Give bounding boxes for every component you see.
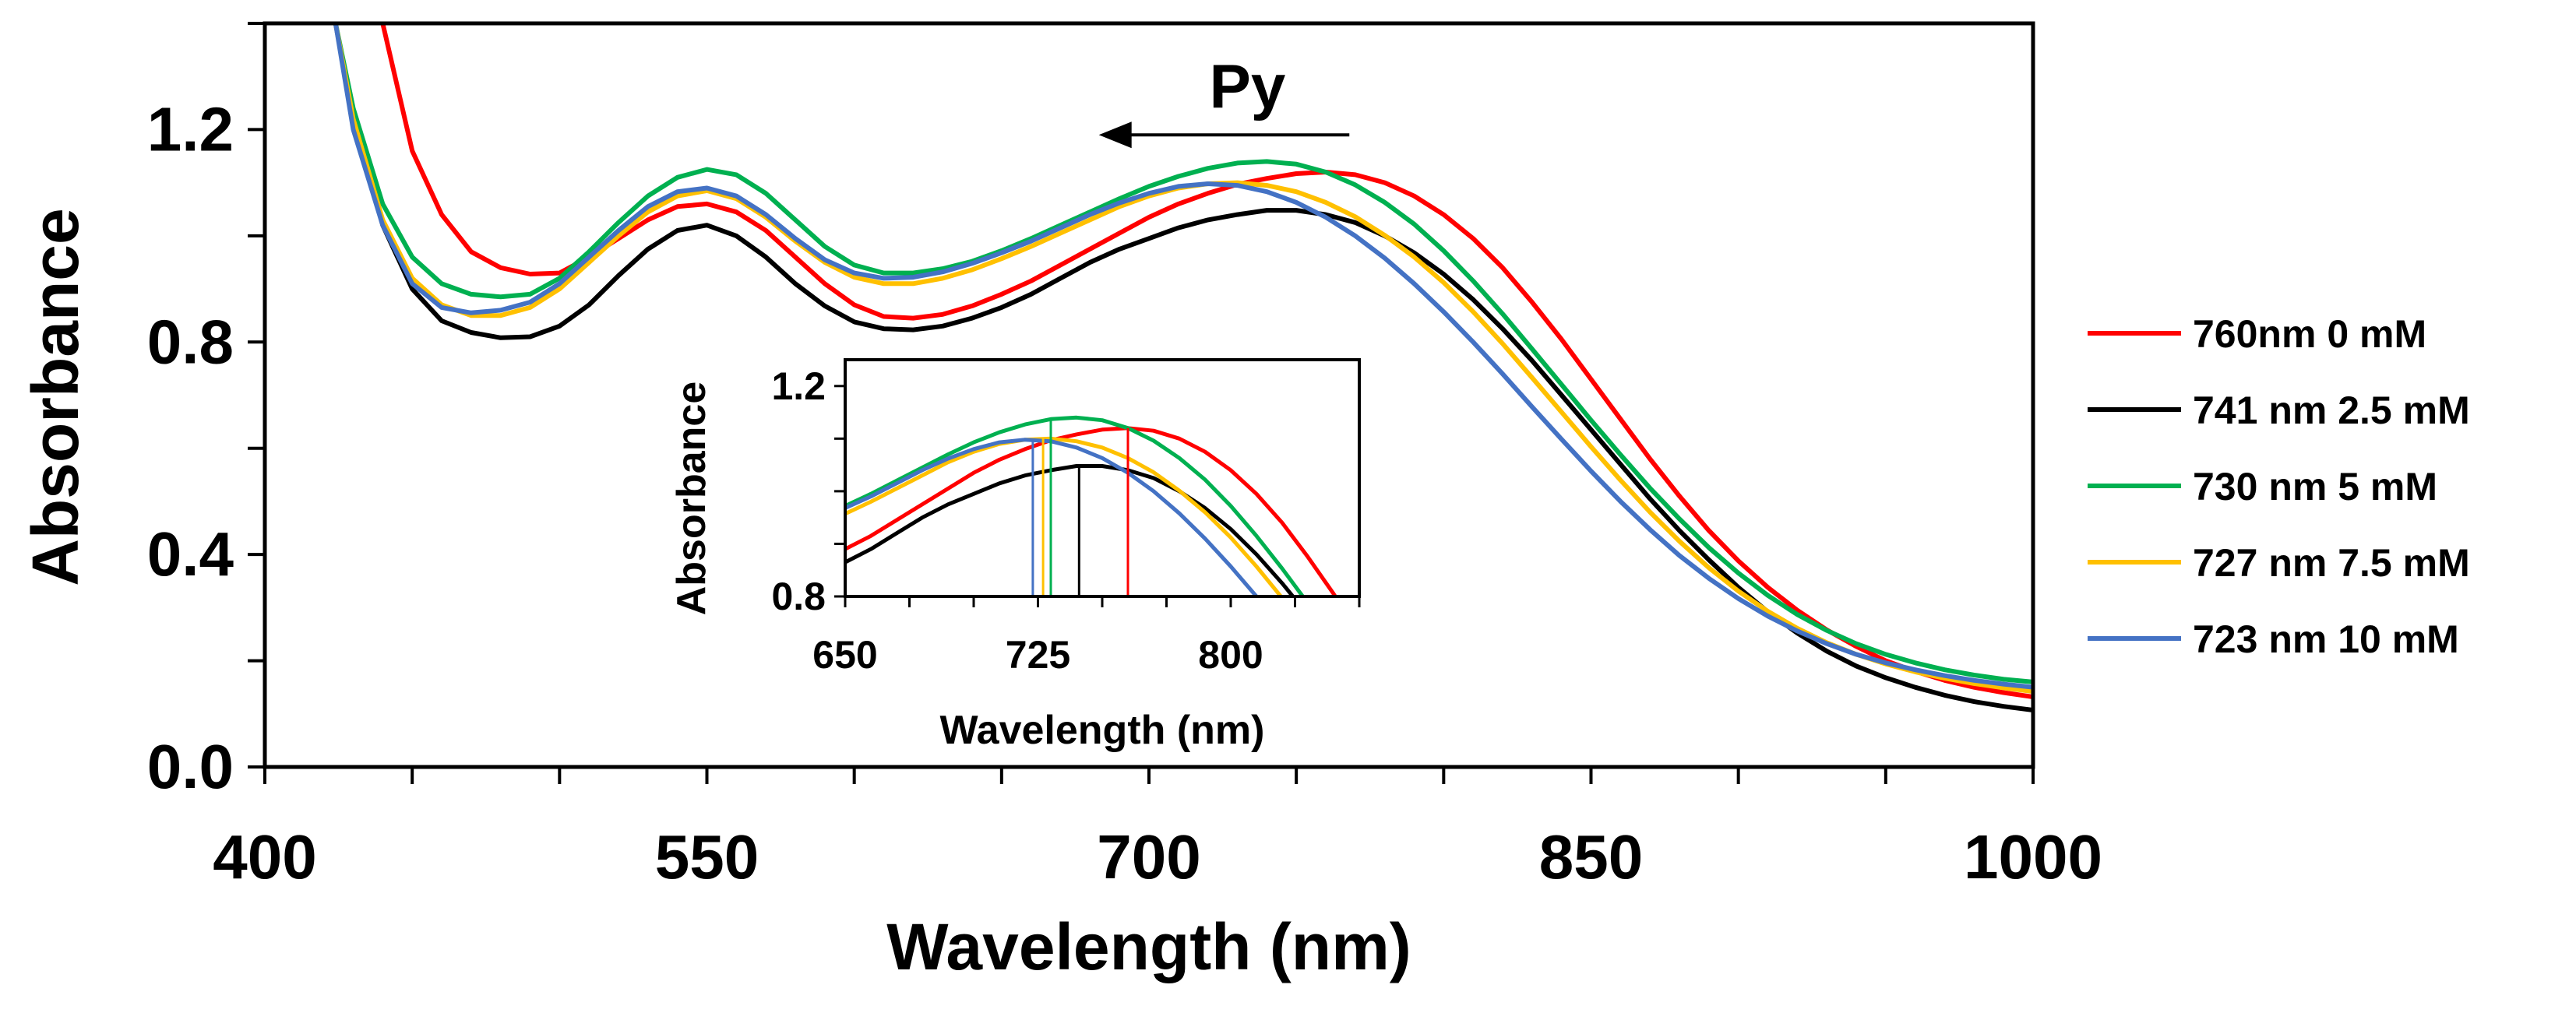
main-plot-frame	[263, 21, 2035, 769]
main-x-axis-label: Wavelength (nm)	[886, 910, 1411, 983]
inset-series-line-727	[845, 436, 1284, 596]
inset-x-tick-label: 800	[1198, 633, 1263, 677]
legend-label: 730 nm 5 mM	[2193, 465, 2437, 508]
legend: 760nm 0 mM 741 nm 2.5 mM 730 nm 5 mM 727 nm…	[2088, 312, 2470, 661]
series-line-760nm	[380, 23, 2033, 699]
x-tick-label: 550	[655, 822, 759, 892]
legend-label: 760nm 0 mM	[2193, 312, 2426, 356]
legend-entry: 741 nm 2.5 mM	[2088, 389, 2470, 432]
inset-series-line-741	[845, 464, 1295, 596]
legend-label: 741 nm 2.5 mM	[2193, 389, 2470, 432]
x-tick-label: 850	[1539, 822, 1643, 892]
inset-x-tick-label: 725	[1006, 633, 1070, 677]
legend-label: 727 nm 7.5 mM	[2193, 541, 2470, 585]
series-line-730	[333, 23, 2033, 684]
y-tick-label: 0.4	[147, 519, 234, 589]
inset-x-tick-label: 650	[812, 633, 877, 677]
inset-peak-markers	[1031, 419, 1129, 596]
x-tick-label: 400	[213, 822, 316, 892]
inset-chart: 650 725 800 0.8 1.2 Wavelength (nm) Absorban…	[669, 358, 1361, 753]
inset-y-axis-label: Absorbance	[669, 382, 714, 616]
series-line-723	[333, 23, 2033, 690]
y-tick-label: 0.8	[147, 307, 234, 376]
legend-entry: 730 nm 5 mM	[2088, 465, 2437, 508]
main-tick-labels: 400 550 700 850 1000 0.0 0.4 0.8 1.2	[147, 94, 2102, 892]
y-tick-label: 0.0	[147, 732, 234, 801]
inset-background	[845, 360, 1359, 596]
inset-series-line-730	[845, 415, 1306, 596]
inset-y-tick-label: 0.8	[771, 575, 826, 618]
legend-entry: 727 nm 7.5 mM	[2088, 541, 2470, 585]
inset-series-line-760nm	[845, 426, 1338, 596]
x-tick-label: 700	[1097, 822, 1200, 892]
main-chart: 400 550 700 850 1000 0.0 0.4 0.8 1.2 Wavelength …	[19, 21, 2102, 983]
legend-entry: 723 nm 10 mM	[2088, 617, 2459, 661]
main-ticks	[248, 22, 2035, 784]
inset-series-line-723	[845, 438, 1260, 596]
main-y-axis-label: Absorbance	[19, 208, 92, 586]
shift-annotation-label: Py	[1210, 51, 1286, 121]
x-tick-label: 1000	[1964, 822, 2102, 892]
inset-y-tick-label: 1.2	[771, 364, 826, 408]
shift-arrow-head	[1098, 121, 1132, 149]
main-series-group	[333, 23, 2033, 712]
legend-label: 723 nm 10 mM	[2193, 617, 2459, 661]
inset-ticks: 650 725 800 0.8 1.2	[771, 364, 1361, 677]
inset-x-axis-label: Wavelength (nm)	[940, 708, 1265, 753]
y-tick-label: 1.2	[147, 94, 234, 164]
inset-series-group	[845, 415, 1338, 596]
legend-entry: 760nm 0 mM	[2088, 312, 2426, 356]
